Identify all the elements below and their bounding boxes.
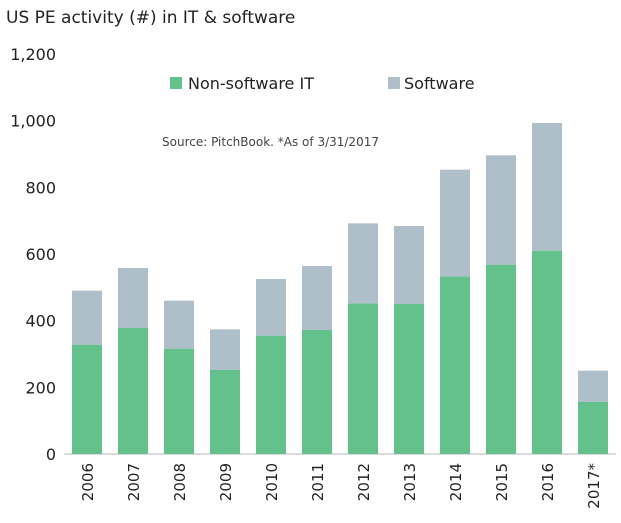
- bar-non-software-it: [72, 344, 102, 454]
- bar-software: [578, 370, 608, 402]
- bar-software: [348, 223, 378, 304]
- bar-non-software-it: [486, 264, 516, 454]
- x-tick-label: 2007: [125, 463, 143, 501]
- bar-non-software-it: [302, 330, 332, 454]
- y-tick-label: 800: [25, 178, 56, 197]
- y-tick-label: 400: [25, 312, 56, 331]
- bar-group: [72, 123, 608, 454]
- x-tick-label: 2008: [171, 463, 189, 501]
- x-tick-label: 2017*: [585, 463, 603, 509]
- bar-non-software-it: [164, 348, 194, 454]
- bar-non-software-it: [118, 328, 148, 454]
- bar-software: [256, 279, 286, 336]
- legend-item-non-software-it: Non-software IT: [188, 74, 314, 93]
- x-tick-label: 2006: [79, 463, 97, 501]
- x-tick-label: 2014: [447, 463, 465, 501]
- bar-software: [118, 268, 148, 328]
- bar-non-software-it: [256, 335, 286, 454]
- y-tick-label: 0: [46, 445, 56, 464]
- x-tick-label: 2015: [493, 463, 511, 501]
- bar-non-software-it: [578, 402, 608, 454]
- bar-software: [394, 226, 424, 304]
- bar-software: [164, 300, 194, 349]
- bar-software: [72, 290, 102, 345]
- legend-item-software: Software: [404, 74, 475, 93]
- bar-software: [440, 169, 470, 277]
- y-tick-label: 600: [25, 245, 56, 264]
- bar-non-software-it: [440, 276, 470, 454]
- y-tick-label: 1,000: [10, 112, 56, 131]
- bar-non-software-it: [348, 303, 378, 454]
- legend: Non-software IT Software: [170, 74, 475, 93]
- bar-software: [532, 123, 562, 251]
- bar-non-software-it: [210, 370, 240, 454]
- x-tick-label: 2013: [401, 463, 419, 501]
- bar-software: [302, 266, 332, 330]
- x-tick-label: 2010: [263, 463, 281, 501]
- bar-software: [486, 155, 516, 265]
- x-tick-label: 2009: [217, 463, 235, 501]
- y-tick-label: 1,200: [10, 45, 56, 64]
- x-tick-label: 2011: [309, 463, 327, 501]
- bar-non-software-it: [394, 304, 424, 454]
- legend-item-non-software-it-swatch: [170, 77, 182, 89]
- bar-non-software-it: [532, 250, 562, 454]
- chart-title: US PE activity (#) in IT & software: [6, 8, 295, 28]
- y-axis: 0 200 400 600 800 1,000 1,200: [10, 45, 56, 464]
- x-axis-labels: 2006 2007 2008 2009 2010 2011 2012 2013 2014 2015…: [79, 463, 603, 509]
- x-tick-label: 2016: [539, 463, 557, 501]
- bar-software: [210, 329, 240, 370]
- x-tick-label: 2012: [355, 463, 373, 501]
- source-note: Source: PitchBook. *As of 3/31/2017: [162, 135, 379, 149]
- legend-item-software-swatch: [388, 77, 400, 89]
- y-tick-label: 200: [25, 378, 56, 397]
